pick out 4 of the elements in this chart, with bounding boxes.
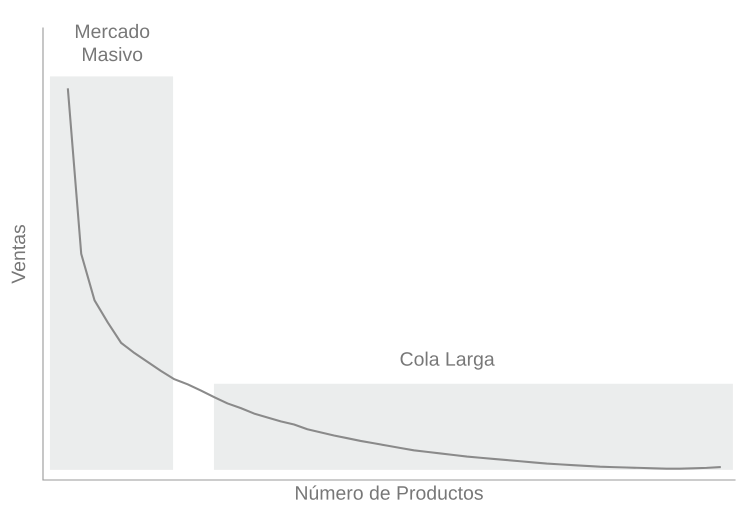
y-axis-title: Ventas bbox=[12, 224, 26, 284]
x-axis-title: Número de Productos bbox=[296, 485, 483, 500]
annotation: Cola Larga bbox=[400, 352, 495, 370]
text: Mercado Masivo bbox=[76, 24, 150, 62]
